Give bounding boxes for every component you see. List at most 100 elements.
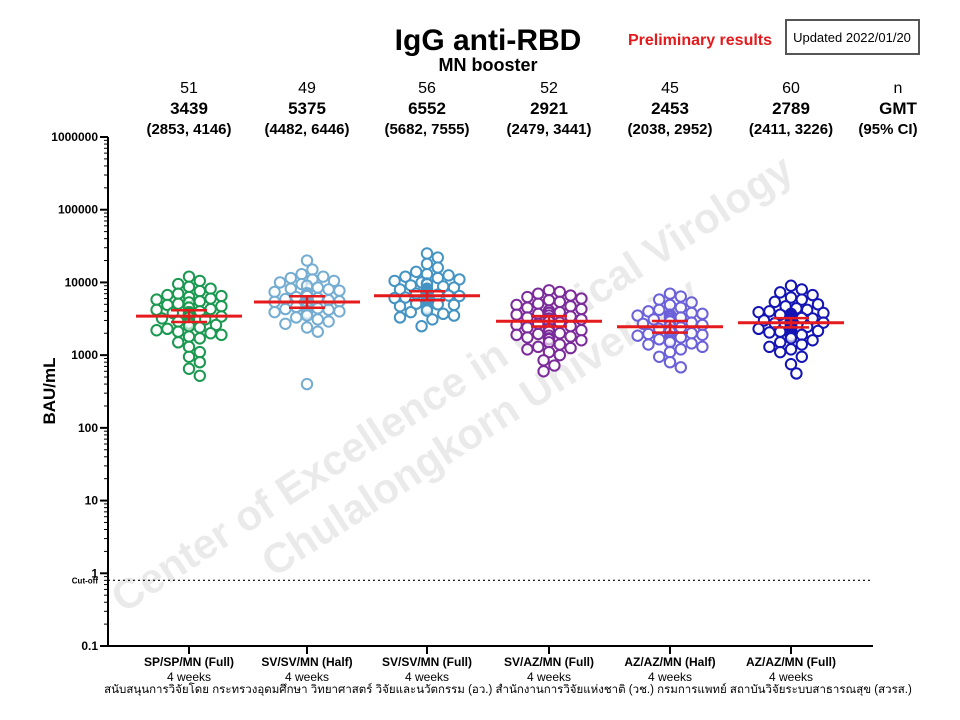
data-point <box>537 365 550 378</box>
data-point <box>653 303 666 317</box>
data-point <box>150 293 163 306</box>
data-point <box>532 297 545 310</box>
group-n: 56 <box>418 80 436 97</box>
data-point <box>575 302 588 316</box>
data-point <box>663 345 677 359</box>
data-point <box>521 331 534 344</box>
y-tick-label: 1000 <box>71 348 98 362</box>
data-point <box>209 318 223 332</box>
data-point <box>317 270 330 283</box>
data-point <box>311 325 324 338</box>
data-point <box>393 311 407 324</box>
x-category-sublabel: 4 weeks <box>769 670 813 684</box>
y-tick-label: 100000 <box>58 203 98 217</box>
data-point <box>553 295 566 309</box>
data-point <box>774 286 787 299</box>
data-point <box>784 332 798 345</box>
x-category-sublabel: 4 weeks <box>167 670 211 684</box>
data-point <box>806 288 819 302</box>
data-point <box>172 287 185 300</box>
data-point <box>311 313 324 326</box>
group-0: 51 3439 (2853, 4146) SP/SP/MN (Full)4 weeks <box>136 80 242 684</box>
data-point <box>532 340 545 354</box>
data-point <box>268 285 281 299</box>
data-point <box>182 330 196 343</box>
data-point <box>410 265 423 279</box>
data-point <box>284 271 297 285</box>
data-point <box>653 333 666 346</box>
group-gmt: 5375 <box>288 99 326 118</box>
y-tick-label: 0.1 <box>81 639 98 653</box>
updated-label: Updated 2022/01/20 <box>793 30 911 45</box>
group-gmt: 6552 <box>408 99 446 118</box>
data-point <box>193 332 207 345</box>
chart-subtitle: MN booster <box>439 55 538 75</box>
data-point <box>696 340 709 354</box>
data-point <box>182 280 196 294</box>
data-point <box>510 328 523 342</box>
data-point <box>333 284 346 297</box>
group-n: 60 <box>782 80 800 97</box>
data-point <box>447 309 461 322</box>
data-point <box>674 361 687 374</box>
data-point <box>553 285 566 299</box>
x-category-label: SV/SV/MN (Half) <box>261 655 352 669</box>
data-point <box>182 362 196 375</box>
y-tick-label: 1 <box>91 566 98 580</box>
data-point <box>532 287 545 300</box>
data-point <box>193 284 207 298</box>
group-ci: (2853, 4146) <box>146 121 231 138</box>
data-point <box>653 293 666 306</box>
x-category-label: SV/SV/MN (Full) <box>382 655 472 669</box>
data-point <box>784 343 798 356</box>
data-point <box>575 292 588 305</box>
data-point <box>795 283 808 296</box>
data-point <box>431 271 444 285</box>
data-point <box>300 254 314 267</box>
group-ci: (2411, 3226) <box>749 121 833 138</box>
group-ci: (2479, 3441) <box>506 121 591 138</box>
data-point <box>193 295 207 308</box>
data-point <box>204 327 217 340</box>
data-point <box>575 334 588 347</box>
data-point <box>273 276 287 289</box>
data-point <box>300 321 314 334</box>
data-point <box>696 307 709 321</box>
data-point <box>542 293 556 307</box>
data-point <box>774 345 787 359</box>
funding-footer: สนับสนุนการวิจัยโดย กระทรวงอุดมศึกษา วิท… <box>104 682 912 696</box>
data-point <box>393 300 407 313</box>
data-point <box>426 313 439 326</box>
cutoff: Cut-off <box>72 576 873 585</box>
data-point <box>642 327 655 341</box>
group-ci: (5682, 7555) <box>384 121 469 138</box>
data-point <box>795 293 808 306</box>
data-point <box>333 305 346 318</box>
data-point <box>215 300 228 313</box>
data-point <box>284 282 297 295</box>
data-point <box>193 355 207 369</box>
chart-title: IgG anti-RBD <box>395 24 582 57</box>
data-point <box>795 350 808 363</box>
data-point <box>653 350 666 363</box>
y-ticks: 1000000 100000 10000 1000 100 10 1 0.1 <box>51 130 108 653</box>
group-n: 51 <box>180 80 198 97</box>
group-gmt: 2789 <box>772 99 810 118</box>
data-point <box>204 282 217 295</box>
x-category-sublabel: 4 weeks <box>527 670 571 684</box>
updated-box <box>785 19 920 55</box>
data-point <box>685 337 698 350</box>
y-tick-label: 10 <box>85 494 99 508</box>
data-point <box>784 279 798 292</box>
data-point <box>806 334 819 347</box>
x-category-label: SV/AZ/MN (Full) <box>504 655 594 669</box>
data-point <box>415 320 428 333</box>
x-category-label: SP/SP/MN (Full) <box>144 655 234 669</box>
x-category-label: AZ/AZ/MN (Half) <box>624 655 715 669</box>
data-point <box>564 341 577 355</box>
x-category-sublabel: 4 weeks <box>405 670 449 684</box>
data-point <box>564 330 577 343</box>
data-point <box>663 287 677 300</box>
